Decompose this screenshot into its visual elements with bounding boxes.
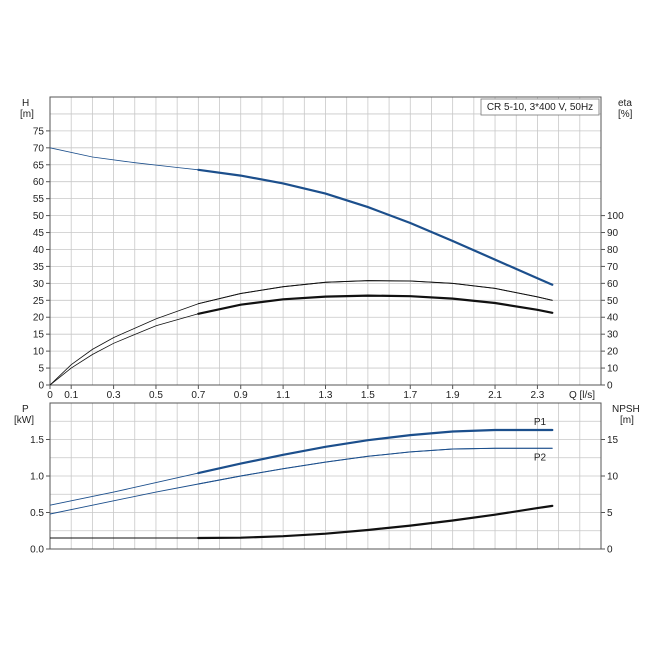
top-left-tick-label: 60 bbox=[33, 177, 45, 188]
curve-npsh bbox=[50, 505, 553, 539]
top-series bbox=[49, 147, 554, 386]
top-right-tick-label: 70 bbox=[607, 262, 619, 273]
top-right-axis-label-line2: [%] bbox=[618, 109, 633, 120]
bottom-right-axis-label-line2: [m] bbox=[620, 415, 634, 426]
top-left-tick-label: 40 bbox=[33, 245, 45, 256]
top-right-tick-label: 10 bbox=[607, 364, 619, 375]
series-label-p1: P1 bbox=[534, 417, 547, 428]
curve-eta-lower-operating bbox=[197, 294, 554, 315]
chart-title-box bbox=[480, 98, 600, 116]
top-left-tick-label: 70 bbox=[33, 143, 45, 154]
bottom-panel: P [kW] NPSH [m] 0.0 0.5 1.0 1.5 0 5 10 15 P1 P2 bbox=[14, 402, 640, 556]
bottom-right-tick-label: 5 bbox=[607, 508, 613, 519]
curve-h-operating bbox=[197, 168, 554, 286]
top-panel: H [m] eta [%] CR 5-10, 3*400 V, 50Hz 0 5 1… bbox=[20, 96, 633, 401]
top-left-tick-label: 20 bbox=[33, 313, 45, 324]
x-tick-label: 0.3 bbox=[107, 390, 121, 401]
curve-eta-upper-operating bbox=[197, 280, 553, 305]
x-tick-label: 0.1 bbox=[64, 390, 78, 401]
x-tick-label: 1.7 bbox=[403, 390, 417, 401]
curve-npsh-operating bbox=[197, 504, 554, 540]
top-left-axis-label-line2: [m] bbox=[20, 109, 34, 120]
curve-eta-lower bbox=[49, 295, 553, 386]
top-right-tick-label: 50 bbox=[607, 296, 619, 307]
top-left-tick-label: 75 bbox=[33, 126, 45, 137]
top-left-tick-label: 25 bbox=[33, 296, 45, 307]
top-left-tick-label: 0 bbox=[38, 381, 44, 392]
top-right-tick-label: 90 bbox=[607, 228, 619, 239]
chart-title: CR 5-10, 3*400 V, 50Hz bbox=[487, 102, 593, 113]
bottom-left-axis-label-line1: P bbox=[22, 404, 29, 415]
curve-p2-operating bbox=[197, 447, 553, 485]
x-tick-label: 0 bbox=[47, 390, 53, 401]
top-ticks: 0 5 10 15 20 25 30 35 40 45 50 55 60 65 70 75 0 10 20 30 40 5… bbox=[33, 126, 624, 401]
top-left-tick-label: 10 bbox=[33, 347, 45, 358]
bottom-left-tick-label: 1.0 bbox=[30, 472, 44, 483]
bottom-right-axis-label-line1: NPSH bbox=[612, 404, 640, 415]
top-left-tick-label: 15 bbox=[33, 330, 45, 341]
x-tick-label: 1.3 bbox=[319, 390, 333, 401]
top-right-tick-label: 40 bbox=[607, 313, 619, 324]
top-left-tick-label: 55 bbox=[33, 194, 45, 205]
top-right-tick-label: 100 bbox=[607, 211, 624, 222]
top-right-tick-label: 60 bbox=[607, 279, 619, 290]
x-tick-label: 1.9 bbox=[446, 390, 460, 401]
top-right-tick-label: 80 bbox=[607, 245, 619, 256]
x-tick-label: 1.1 bbox=[276, 390, 290, 401]
x-tick-label: 0.7 bbox=[191, 390, 205, 401]
curve-h bbox=[49, 147, 553, 286]
curve-p2 bbox=[49, 447, 553, 515]
x-tick-label: 0.5 bbox=[149, 390, 163, 401]
x-axis-label: Q [l/s] bbox=[569, 390, 595, 401]
bottom-left-tick-label: 0.0 bbox=[30, 545, 44, 556]
top-right-tick-label: 30 bbox=[607, 330, 619, 341]
bottom-left-tick-label: 1.5 bbox=[30, 435, 44, 446]
top-left-tick-label: 35 bbox=[33, 262, 45, 273]
top-left-tick-label: 50 bbox=[33, 211, 45, 222]
bottom-right-tick-label: 0 bbox=[607, 545, 613, 556]
series-label-p2: P2 bbox=[534, 452, 547, 463]
bottom-series: P1 P2 bbox=[49, 417, 554, 540]
curve-p1-operating bbox=[197, 428, 554, 475]
bottom-right-tick-label: 15 bbox=[607, 435, 619, 446]
top-left-tick-label: 45 bbox=[33, 228, 45, 239]
top-right-tick-label: 0 bbox=[607, 381, 613, 392]
bottom-left-axis-label-line2: [kW] bbox=[14, 415, 34, 426]
bottom-right-tick-label: 10 bbox=[607, 472, 619, 483]
top-left-tick-label: 65 bbox=[33, 160, 45, 171]
bottom-grid bbox=[50, 403, 601, 549]
top-right-axis-label-line1: eta bbox=[618, 98, 632, 109]
curve-eta-upper bbox=[49, 280, 553, 386]
bottom-left-tick-label: 0.5 bbox=[30, 508, 44, 519]
top-left-axis-label-line1: H bbox=[22, 98, 29, 109]
top-right-tick-label: 20 bbox=[607, 347, 619, 358]
x-tick-label: 2.3 bbox=[530, 390, 544, 401]
x-tick-label: 2.1 bbox=[488, 390, 502, 401]
x-tick-label: 1.5 bbox=[361, 390, 375, 401]
top-left-tick-label: 5 bbox=[38, 364, 44, 375]
bottom-ticks: 0.0 0.5 1.0 1.5 0 5 10 15 bbox=[30, 435, 618, 556]
x-tick-label: 0.9 bbox=[234, 390, 248, 401]
top-grid bbox=[50, 97, 601, 385]
top-left-tick-label: 30 bbox=[33, 279, 45, 290]
